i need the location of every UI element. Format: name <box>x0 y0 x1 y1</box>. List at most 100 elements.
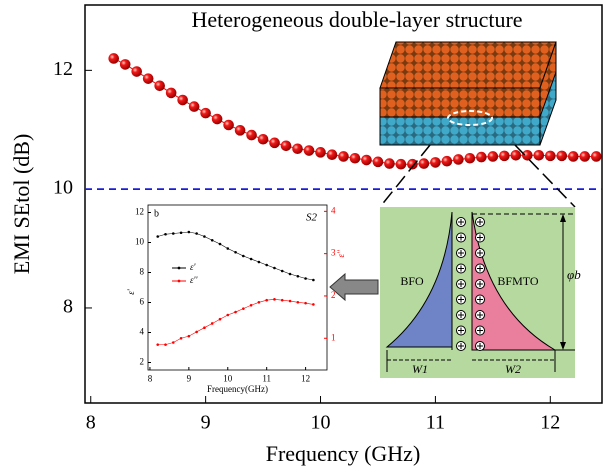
data-point <box>226 247 230 250</box>
data-point <box>590 151 602 162</box>
y-tick-label: 8 <box>63 296 73 318</box>
y2-tick-label: 4 <box>331 205 336 215</box>
data-point <box>156 235 160 238</box>
data-point <box>187 334 191 338</box>
data-point <box>441 155 453 167</box>
data-point <box>188 101 200 112</box>
data-point <box>269 137 280 149</box>
x-tick-label: 12 <box>301 374 310 384</box>
x-tick-label: 12 <box>540 412 560 434</box>
data-point <box>223 119 234 131</box>
data-point <box>418 158 430 169</box>
width-label: W1 <box>412 362 428 376</box>
data-point <box>476 151 487 163</box>
data-point <box>210 322 214 325</box>
x-tick-label: 8 <box>86 412 96 434</box>
panel-label: b <box>154 208 159 219</box>
y2-tick-label: 2 <box>331 290 336 300</box>
pointer-arrow <box>329 272 379 302</box>
plot-area <box>147 204 328 371</box>
charge-sign <box>458 265 464 272</box>
zoom-line <box>379 144 431 208</box>
data-point <box>187 230 191 234</box>
data-point <box>234 250 237 254</box>
y-tick-label: 12 <box>53 58 73 80</box>
data-point <box>510 149 522 161</box>
y-tick-label: 10 <box>53 177 73 199</box>
x-tick-label: 8 <box>148 374 153 384</box>
charge-sign <box>458 343 464 349</box>
data-point <box>304 277 307 280</box>
x-tick-label: 10 <box>311 412 331 434</box>
x-axis-label: Frequency (GHz) <box>266 441 421 466</box>
data-point <box>164 232 167 236</box>
data-point <box>179 231 183 235</box>
data-point <box>210 238 214 242</box>
data-point <box>273 266 276 270</box>
y-tick-label: 10 <box>135 237 145 247</box>
data-point <box>142 73 154 84</box>
charge-sign <box>477 327 483 334</box>
data-point <box>522 149 533 161</box>
legend-swatch <box>177 266 181 270</box>
data-point <box>312 303 315 306</box>
y-tick-label: 8 <box>140 267 145 277</box>
y-axis-label: EMI SEtol (dB) <box>9 134 34 275</box>
data-point <box>211 113 223 125</box>
y2-tick-label: 1 <box>331 332 336 342</box>
data-point <box>372 156 384 168</box>
data-point <box>545 150 556 162</box>
legend-swatch <box>177 279 181 283</box>
data-point <box>280 140 292 152</box>
charge-sign <box>458 327 464 334</box>
y-tick-label: 6 <box>140 297 145 307</box>
data-point <box>119 59 131 70</box>
zoom-line <box>514 144 576 208</box>
x-tick-label: 11 <box>426 412 445 434</box>
data-point <box>453 154 464 165</box>
data-point <box>226 313 230 317</box>
data-point <box>179 336 183 340</box>
y-axis-label: ε' <box>126 288 136 295</box>
charge-sign <box>458 250 464 256</box>
data-point <box>533 149 545 161</box>
data-point <box>156 343 160 346</box>
data-point <box>430 157 441 168</box>
data-point <box>246 129 257 141</box>
charge-sign <box>458 234 464 241</box>
illustration: BFO BFMTO W1 W2 φb <box>329 41 581 378</box>
data-point <box>296 274 300 278</box>
data-point <box>464 152 476 164</box>
data-point <box>203 326 206 329</box>
width-label: W2 <box>505 362 521 376</box>
layer-label: BFMTO <box>497 274 538 288</box>
data-point <box>242 254 245 258</box>
chart-title: Heterogeneous double-layer structure <box>191 7 522 32</box>
data-point <box>567 151 579 162</box>
data-point <box>579 151 591 162</box>
charge-sign <box>477 312 483 318</box>
data-point <box>171 341 175 344</box>
charge-sign <box>477 296 483 303</box>
arrowhead <box>560 214 566 222</box>
data-point <box>203 235 206 238</box>
data-point <box>499 150 510 162</box>
x-tick-label: 10 <box>223 374 233 384</box>
data-point <box>265 298 268 302</box>
data-point <box>257 133 269 145</box>
y-tick-label: 2 <box>140 357 145 367</box>
cube-front <box>379 116 541 146</box>
data-point <box>164 343 167 346</box>
legend-label: ε' <box>190 262 197 272</box>
data-point <box>249 303 253 307</box>
charge-sign <box>458 281 464 287</box>
x-axis-label: Frequency(GHz) <box>207 384 268 394</box>
data-point <box>303 145 315 156</box>
data-point <box>384 158 395 169</box>
data-point <box>304 301 307 305</box>
charges <box>456 217 485 351</box>
x-tick-label: 9 <box>187 374 192 384</box>
data-point <box>200 107 211 119</box>
